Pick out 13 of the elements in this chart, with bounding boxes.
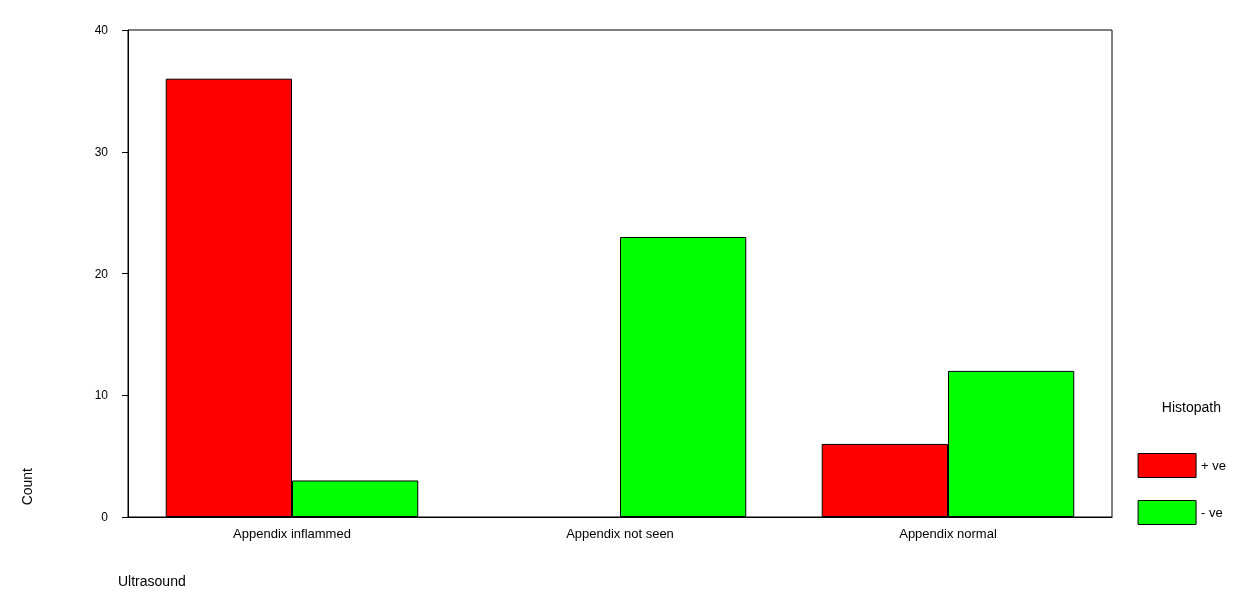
- legend-label: + ve: [1201, 458, 1226, 473]
- x-tick-label: Appendix inflammed: [233, 526, 351, 541]
- y-tick-label: 40: [94, 23, 109, 37]
- x-axis-title: Ultrasound: [118, 573, 186, 589]
- x-tick-label: Appendix not seen: [566, 526, 674, 541]
- legend-title: Histopath: [1161, 399, 1222, 415]
- y-tick-label: 0: [101, 510, 109, 524]
- y-axis-title: Count: [19, 467, 35, 506]
- y-tick-label: 20: [94, 266, 109, 281]
- legend-label: - ve: [1201, 505, 1223, 520]
- x-tick-label: Appendix normal: [899, 526, 997, 541]
- y-tick-label: 10: [94, 388, 109, 403]
- y-tick-label: 30: [94, 144, 109, 159]
